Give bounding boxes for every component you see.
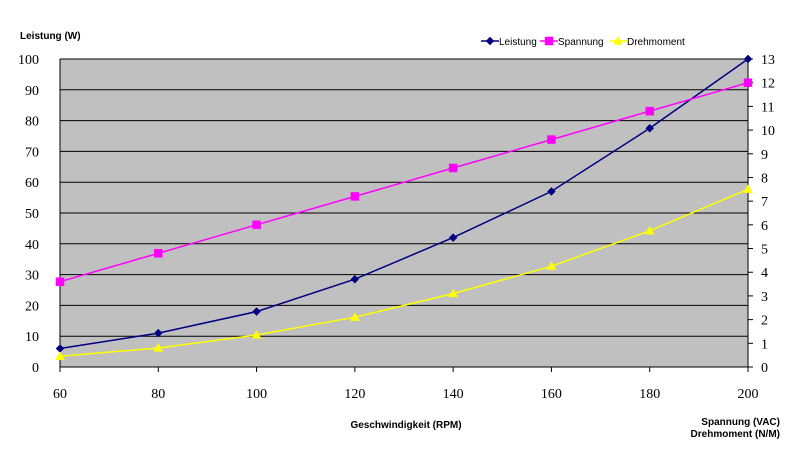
- data-point-drehmoment: [153, 343, 164, 352]
- data-point-leistung: [448, 233, 458, 242]
- data-point-drehmoment: [546, 261, 557, 270]
- y-right-tick-label: 10: [761, 124, 775, 139]
- data-point-leistung: [153, 328, 163, 338]
- series-line-leistung: [59, 58, 749, 350]
- x-tick-label: 60: [53, 387, 67, 402]
- legend-item-drehmoment: Drehmoment: [609, 35, 685, 48]
- data-point-leistung: [547, 187, 556, 196]
- y-right-tick-label: 13: [761, 53, 775, 68]
- data-point-spannung: [154, 249, 163, 258]
- data-point-leistung: [743, 54, 753, 64]
- x-axis-title: Geschwindigkeit (RPM): [350, 420, 461, 431]
- y-right-tick-label: 7: [761, 195, 768, 210]
- series-line-spannung: [59, 81, 749, 283]
- y-right-tick-label: 1: [761, 337, 768, 352]
- legend-item-spannung: Spannung: [540, 36, 604, 48]
- y-left-tick-label: 10: [25, 330, 39, 345]
- y-left-tick-label: 0: [32, 361, 39, 376]
- data-point-spannung: [743, 78, 753, 87]
- y-left-tick-label: 70: [25, 145, 39, 160]
- y-right-tick-label: 12: [761, 77, 775, 92]
- y-right-tick-label: 4: [761, 266, 768, 281]
- series-layer: [55, 54, 753, 360]
- series-leistung: [55, 54, 753, 353]
- y-left-tick-label: 100: [18, 53, 39, 68]
- y-left-tick-label: 30: [25, 269, 39, 284]
- tick-labels: 0102030405060708090100012345678910111213…: [18, 53, 775, 402]
- x-tick-label: 100: [246, 387, 267, 402]
- x-tick-label: 80: [151, 387, 165, 402]
- left-axis-title: Leistung (W): [20, 31, 81, 42]
- right-axis-title-voltage: Spannung (VAC): [701, 417, 780, 428]
- data-point-drehmoment: [349, 312, 360, 321]
- data-point-spannung: [547, 135, 556, 144]
- y-right-tick-label: 8: [761, 171, 768, 186]
- y-right-tick-label: 0: [761, 361, 768, 376]
- data-point-drehmoment: [743, 184, 753, 193]
- y-right-tick-label: 6: [761, 219, 768, 234]
- legend-marker-leistung: [485, 36, 495, 46]
- y-left-tick-label: 40: [25, 238, 39, 253]
- data-point-spannung: [252, 220, 261, 230]
- data-point-spannung: [448, 163, 458, 173]
- data-point-spannung: [55, 277, 65, 286]
- legend-marker-drehmoment: [613, 35, 623, 45]
- series-line-drehmoment: [59, 188, 749, 358]
- legend-label-leistung: Leistung: [499, 37, 537, 48]
- legend: Leistung Spannung Drehmoment: [481, 35, 685, 48]
- y-left-tick-label: 50: [25, 207, 39, 222]
- x-tick-label: 140: [443, 387, 464, 402]
- y-right-tick-label: 5: [761, 243, 768, 258]
- y-right-tick-label: 9: [761, 148, 768, 163]
- y-left-tick-label: 20: [25, 299, 39, 314]
- data-point-drehmoment: [55, 351, 65, 360]
- x-tick-label: 180: [639, 387, 660, 402]
- data-point-drehmoment: [644, 225, 655, 235]
- y-left-tick-label: 90: [25, 84, 39, 99]
- series-drehmoment: [55, 184, 753, 360]
- y-left-tick-label: 80: [25, 115, 39, 130]
- series-spannung: [55, 78, 753, 286]
- y-right-tick-label: 11: [761, 100, 774, 115]
- x-tick-label: 120: [344, 387, 365, 402]
- data-point-spannung: [350, 192, 360, 201]
- data-point-drehmoment: [251, 330, 262, 339]
- x-tick-label: 160: [541, 387, 562, 402]
- y-left-tick-label: 60: [25, 176, 39, 191]
- data-point-drehmoment: [448, 288, 459, 298]
- legend-item-leistung: Leistung: [481, 36, 537, 48]
- legend-label-spannung: Spannung: [558, 37, 604, 48]
- data-point-leistung: [252, 307, 261, 316]
- right-axis-title-torque: Drehmoment (N/M): [691, 429, 780, 440]
- data-point-spannung: [645, 106, 654, 116]
- legend-marker-spannung: [544, 36, 554, 46]
- data-point-leistung: [645, 123, 655, 133]
- legend-label-drehmoment: Drehmoment: [627, 37, 685, 48]
- axes: [59, 58, 753, 372]
- y-right-tick-label: 3: [761, 290, 768, 305]
- data-point-leistung: [350, 274, 360, 284]
- y-right-tick-label: 2: [761, 314, 768, 329]
- x-tick-label: 200: [738, 387, 759, 402]
